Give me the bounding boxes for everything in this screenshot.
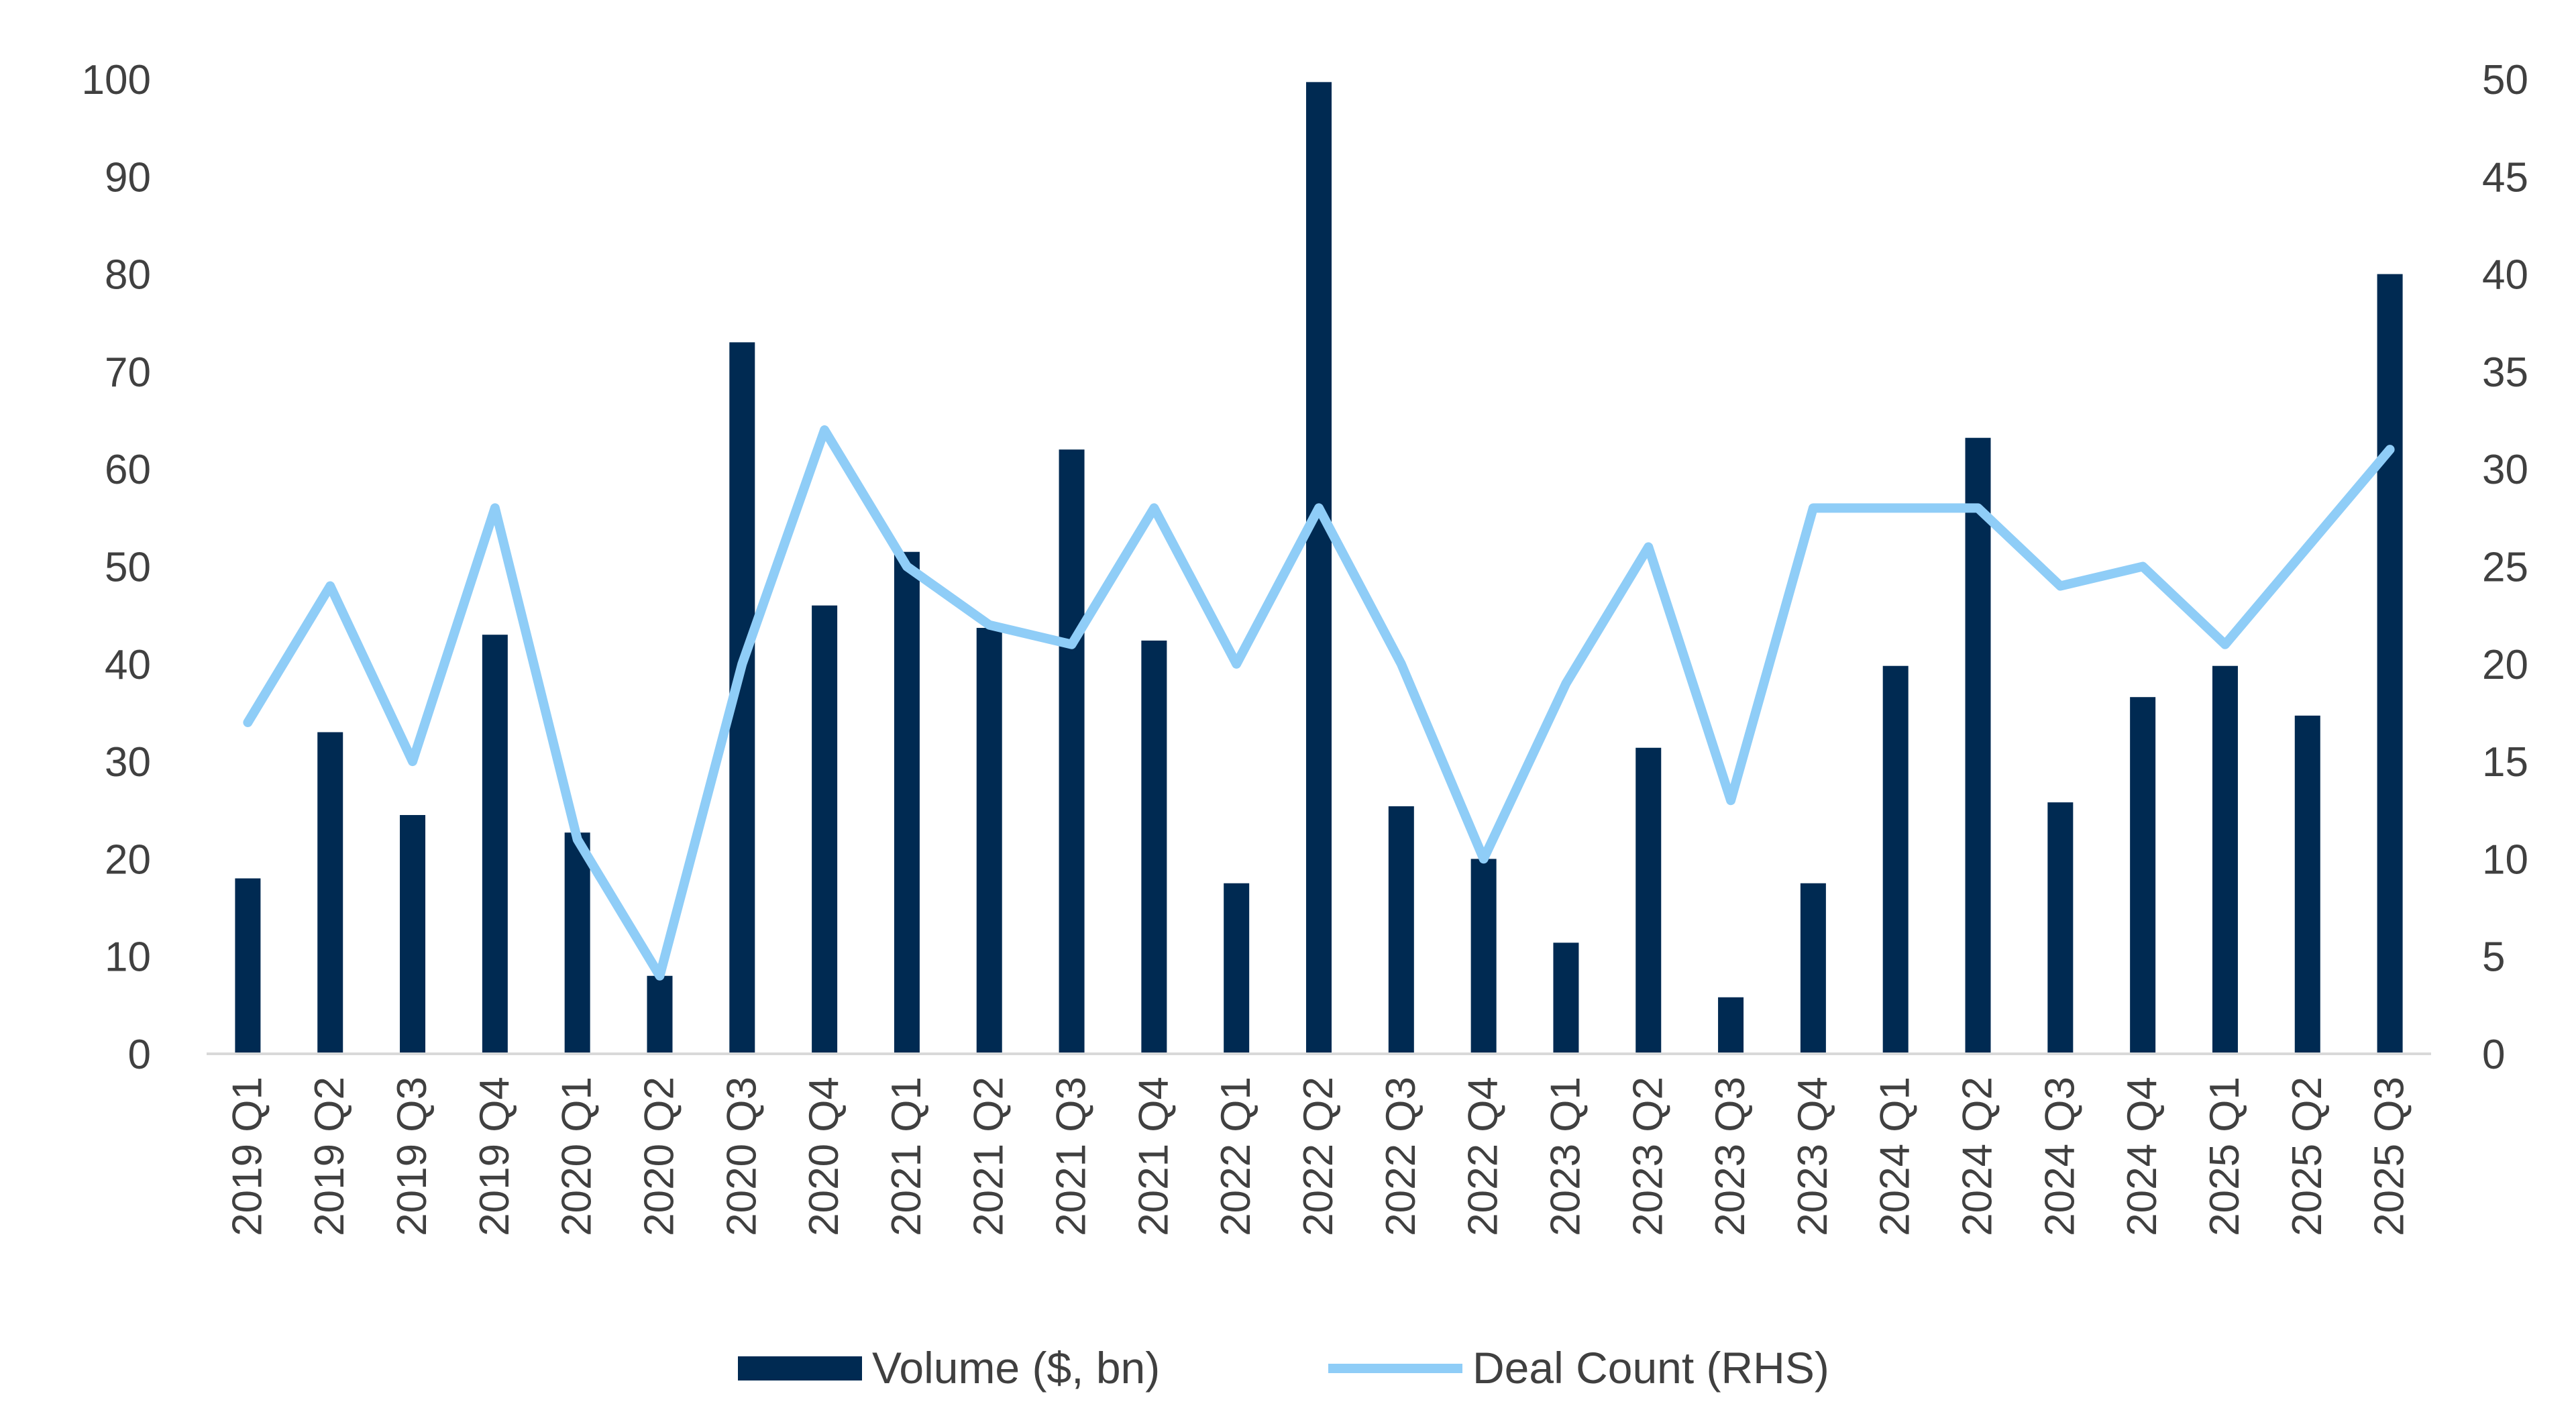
left-tick-label: 80 [105, 252, 151, 299]
volume-bars [235, 82, 2403, 1054]
volume-bar [1388, 806, 1414, 1054]
right-tick-label: 40 [2482, 252, 2528, 299]
left-tick-label: 30 [105, 739, 151, 786]
left-tick-label: 0 [128, 1032, 151, 1078]
x-tick-label: 2025 Q3 [2367, 1077, 2413, 1236]
left-tick-label: 100 [82, 57, 151, 103]
right-tick-label: 50 [2482, 57, 2528, 103]
volume-bar [564, 832, 590, 1054]
x-tick-label: 2024 Q3 [2037, 1077, 2083, 1236]
right-tick-label: 5 [2482, 934, 2505, 981]
volume-bar [235, 878, 261, 1054]
x-tick-label: 2022 Q4 [1460, 1077, 1507, 1236]
legend: Volume ($, bn) Deal Count (RHS) [738, 1343, 1829, 1393]
volume-bar [400, 815, 426, 1054]
right-tick-label: 10 [2482, 836, 2528, 883]
right-tick-label: 20 [2482, 642, 2528, 688]
x-tick-label: 2023 Q4 [1790, 1077, 1836, 1236]
x-tick-label: 2020 Q3 [718, 1077, 765, 1236]
left-tick-label: 40 [105, 642, 151, 688]
x-tick-label: 2021 Q4 [1130, 1077, 1177, 1236]
x-tick-label: 2022 Q1 [1213, 1077, 1259, 1236]
right-tick-label: 45 [2482, 154, 2528, 201]
x-tick-label: 2019 Q4 [472, 1077, 518, 1236]
x-tick-label: 2019 Q3 [389, 1077, 435, 1236]
volume-bar [1306, 82, 1332, 1054]
left-tick-label: 70 [105, 349, 151, 396]
volume-bar [976, 628, 1002, 1054]
x-tick-label: 2024 Q1 [1872, 1077, 1919, 1236]
x-tick-label: 2023 Q1 [1542, 1077, 1589, 1236]
x-axis-labels: 2019 Q1 2019 Q2 2019 Q3 2019 Q4 2020 Q1 2020 … [224, 1077, 2412, 1236]
legend-swatch-volume [738, 1356, 862, 1380]
right-tick-label: 15 [2482, 739, 2528, 786]
x-tick-label: 2020 Q2 [636, 1077, 682, 1236]
left-tick-label: 10 [105, 934, 151, 981]
volume-bar [1059, 449, 1085, 1054]
volume-bar [1882, 665, 1909, 1054]
volume-bar [2212, 665, 2238, 1054]
deal-count-line [243, 425, 2395, 981]
right-tick-label: 30 [2482, 447, 2528, 493]
volume-bar [482, 635, 508, 1054]
x-tick-label: 2020 Q1 [554, 1077, 600, 1236]
volume-bar [1635, 747, 1662, 1054]
x-tick-label: 2025 Q1 [2202, 1077, 2248, 1236]
volume-bar [2047, 802, 2074, 1054]
volume-bar [812, 605, 838, 1054]
x-tick-label: 2022 Q3 [1378, 1077, 1424, 1236]
x-tick-label: 2021 Q1 [883, 1077, 930, 1236]
x-tick-label: 2024 Q2 [1955, 1077, 2001, 1236]
volume-bar [1224, 883, 1250, 1054]
left-axis-ticks: 0 10 20 30 40 50 60 70 80 90 100 [82, 57, 151, 1078]
volume-bar [1553, 942, 1579, 1054]
volume-bar [894, 551, 920, 1054]
x-tick-label: 2024 Q4 [2119, 1077, 2165, 1236]
right-tick-label: 0 [2482, 1032, 2505, 1078]
legend-label-deal-count: Deal Count (RHS) [1472, 1343, 1829, 1393]
volume-bar [647, 975, 673, 1054]
x-tick-label: 2019 Q2 [307, 1077, 353, 1236]
x-tick-label: 2021 Q3 [1049, 1077, 1095, 1236]
volume-bar [1718, 997, 1744, 1054]
volume-bar [1470, 859, 1497, 1054]
volume-bar [1800, 883, 1826, 1054]
right-tick-label: 25 [2482, 545, 2528, 591]
left-tick-label: 90 [105, 154, 151, 201]
x-tick-label: 2019 Q1 [224, 1077, 270, 1236]
volume-bar [1965, 437, 1991, 1054]
legend-label-volume: Volume ($, bn) [872, 1343, 1160, 1393]
x-tick-label: 2025 Q2 [2284, 1077, 2330, 1236]
x-tick-label: 2023 Q2 [1625, 1077, 1671, 1236]
x-tick-label: 2023 Q3 [1707, 1077, 1754, 1236]
x-tick-label: 2021 Q2 [966, 1077, 1012, 1236]
right-tick-label: 35 [2482, 349, 2528, 396]
volume-bar [2377, 274, 2403, 1054]
left-tick-label: 50 [105, 545, 151, 591]
volume-bar [1141, 640, 1167, 1054]
left-tick-label: 20 [105, 836, 151, 883]
volume-bar [2130, 697, 2156, 1054]
left-tick-label: 60 [105, 447, 151, 493]
x-tick-label: 2020 Q4 [801, 1077, 847, 1236]
volume-bar [2294, 715, 2320, 1054]
volume-bar [317, 732, 343, 1054]
right-axis-ticks: 0 5 10 15 20 25 30 35 40 45 50 [2482, 57, 2528, 1078]
x-tick-label: 2022 Q2 [1295, 1077, 1342, 1236]
